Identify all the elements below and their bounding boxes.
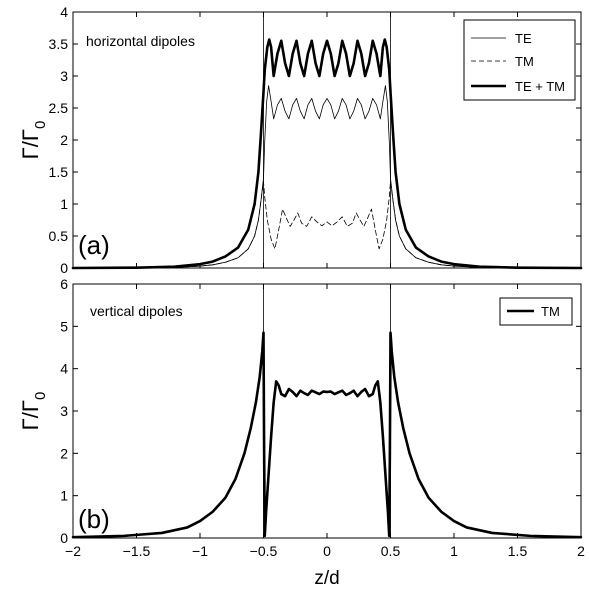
panel-b-ylabel-sub: 0 xyxy=(32,392,49,400)
x-tick-label: −1 xyxy=(192,543,208,559)
panel-a-legend: TE TM TE + TM xyxy=(463,19,576,101)
panel-b-y-tick-label: 4 xyxy=(60,361,68,377)
panel-b-y-tick-label: 3 xyxy=(60,403,68,419)
panel-a-ylabel-sub: 0 xyxy=(32,121,49,129)
panel-a-y-tick-label: 2 xyxy=(60,132,68,148)
panel-a-y-tick-label: 3 xyxy=(60,68,68,84)
panel-a-legend-tetm: TE + TM xyxy=(515,79,565,94)
panel-a-annotation: horizontal dipoles xyxy=(86,33,195,49)
panel-b-label: (b) xyxy=(78,504,110,534)
x-tick-label: 1.5 xyxy=(508,543,528,559)
x-tick-label: −0.5 xyxy=(250,543,278,559)
x-tick-label: −1.5 xyxy=(123,543,151,559)
panel-b-series-tm xyxy=(71,331,583,539)
x-axis-label: z/d xyxy=(314,568,339,589)
panel-a-legend-te: TE xyxy=(515,31,532,46)
panel-a-series xyxy=(71,38,583,270)
panel-a-y-tick-label: 3.5 xyxy=(49,36,69,52)
x-tick-label: −2 xyxy=(65,543,81,559)
panel-b-y-tick-label: 6 xyxy=(60,276,68,292)
panel-a-y-tick-label: 0.5 xyxy=(49,228,69,244)
panel-a-ylabel-main: Γ/Γ xyxy=(18,129,43,159)
panel-a-y-tick-label: 4 xyxy=(60,4,68,20)
panel-b-vertical-dipoles: −2 −1.5 −1 −0.5 0 0.5 1 1.5 2 0 1 2 3 4 5 6 vertical d… xyxy=(18,276,585,589)
panel-b-legend: TM xyxy=(499,297,573,326)
panel-b-x-ticks: −2 −1.5 −1 −0.5 0 0.5 1 1.5 2 xyxy=(65,284,585,559)
panel-b-annotation: vertical dipoles xyxy=(90,303,183,319)
panel-b-ylabel: Γ/Γ0 xyxy=(18,392,49,431)
panel-b-boundary-lines xyxy=(263,284,391,538)
panel-a-series-te xyxy=(72,85,582,269)
panel-a-label: (a) xyxy=(78,230,110,260)
panel-a-series-tm xyxy=(72,181,582,269)
x-tick-label: 0 xyxy=(323,543,331,559)
panel-a-horizontal-dipoles: 0 0.5 1 1.5 2 2.5 3 3.5 4 horizontal dipoles (a)… xyxy=(18,4,583,276)
x-tick-label: 2 xyxy=(577,543,585,559)
panel-b-y-ticks: 0 1 2 3 4 5 6 xyxy=(60,276,581,546)
panel-a-y-tick-label: 2.5 xyxy=(49,100,69,116)
panel-b-ylabel-main: Γ/Γ xyxy=(18,400,43,430)
panel-a-series-te-tm xyxy=(71,38,583,270)
panel-a-boundary-lines xyxy=(263,12,391,268)
panel-b-y-tick-label: 1 xyxy=(60,488,68,504)
panel-b-y-tick-label: 0 xyxy=(60,530,68,546)
panel-a-legend-tm: TM xyxy=(515,54,534,69)
x-tick-label: 1 xyxy=(450,543,458,559)
panel-b-legend-tm: TM xyxy=(541,304,560,319)
panel-a-y-tick-label: 1.5 xyxy=(49,164,69,180)
panel-a-y-tick-label: 0 xyxy=(60,260,68,276)
panel-b-y-tick-label: 5 xyxy=(60,318,68,334)
panel-b-series xyxy=(71,331,583,539)
panel-a-y-tick-label: 1 xyxy=(60,196,68,212)
panel-a-ylabel: Γ/Γ0 xyxy=(18,121,49,160)
panel-b-y-tick-label: 2 xyxy=(60,445,68,461)
x-tick-label: 0.5 xyxy=(381,543,401,559)
